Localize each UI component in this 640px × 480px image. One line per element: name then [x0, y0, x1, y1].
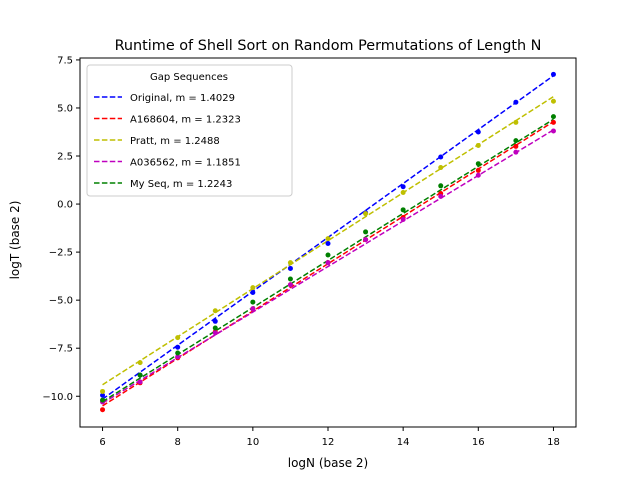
y-axis: −10.0 −7.5 −5.0 −2.5 0.0 2.5 5.0 7.5 [42, 55, 80, 403]
data-point [513, 149, 519, 155]
data-point [475, 161, 481, 167]
data-point [438, 165, 444, 171]
data-point [100, 407, 106, 413]
legend-entry-label: My Seq, m = 1.2243 [130, 179, 232, 190]
data-point [400, 216, 406, 222]
x-tick-label: 8 [175, 437, 181, 448]
x-tick-label: 14 [397, 437, 410, 448]
y-tick-label: −10.0 [42, 392, 73, 403]
data-point [325, 236, 331, 242]
y-tick-label: 7.5 [57, 55, 73, 66]
data-point [363, 211, 369, 217]
data-point [475, 167, 481, 173]
legend-box [86, 64, 293, 197]
x-tick-label: 12 [322, 437, 335, 448]
y-tick-label: −5.0 [49, 296, 73, 307]
data-point [363, 237, 369, 243]
x-tick-label: 16 [472, 437, 485, 448]
data-point [438, 183, 444, 189]
data-point [100, 392, 106, 398]
data-point [137, 360, 143, 366]
y-axis-label: logT (base 2) [8, 201, 22, 280]
y-tick-label: 2.5 [57, 152, 73, 163]
data-point [175, 354, 181, 360]
x-tick-label: 10 [246, 437, 259, 448]
x-tick-label: 6 [99, 437, 105, 448]
data-point [287, 282, 293, 288]
data-point [475, 129, 481, 135]
chart-title: Runtime of Shell Sort on Random Permutat… [115, 38, 542, 54]
data-point [513, 119, 519, 125]
x-axis-label: logN (base 2) [288, 456, 369, 470]
y-tick-label: 0.0 [57, 200, 73, 211]
data-point [550, 119, 556, 125]
data-point [513, 99, 519, 105]
y-tick-label: −7.5 [49, 344, 73, 355]
legend-entry-label: Original, m = 1.4029 [130, 93, 235, 104]
x-axis: 6 8 10 12 14 16 18 [99, 427, 560, 448]
legend: Gap Sequences Original, m = 1.4029 A168604… [86, 64, 293, 197]
data-point [325, 252, 331, 258]
data-point [550, 128, 556, 134]
data-point [513, 138, 519, 144]
data-point [550, 71, 556, 77]
legend-title: Gap Sequences [150, 72, 228, 83]
plot-area [100, 71, 556, 413]
data-point [325, 260, 331, 266]
data-point [250, 285, 256, 291]
x-tick-label: 18 [547, 437, 560, 448]
data-point [250, 306, 256, 312]
data-point [550, 114, 556, 120]
data-point [475, 172, 481, 178]
data-point [550, 98, 556, 104]
data-point [475, 142, 481, 148]
data-point [287, 260, 293, 266]
data-point [513, 143, 519, 149]
data-point [212, 308, 218, 314]
data-point [250, 289, 256, 295]
legend-entry-label: A168604, m = 1.2323 [130, 115, 241, 126]
data-point [438, 193, 444, 199]
data-point [212, 318, 218, 324]
data-point [137, 372, 143, 378]
data-point [212, 330, 218, 336]
data-point [212, 325, 218, 331]
data-point [137, 379, 143, 385]
data-point [400, 207, 406, 213]
data-point [325, 240, 331, 246]
data-point [100, 388, 106, 394]
data-point [250, 299, 256, 305]
data-point [175, 344, 181, 350]
data-point [363, 229, 369, 235]
data-point [287, 265, 293, 271]
legend-entry-label: Pratt, m = 1.2488 [130, 136, 220, 147]
data-point [400, 184, 406, 190]
y-tick-label: −2.5 [49, 248, 73, 259]
axes-frame [79, 57, 577, 428]
y-tick-label: 5.0 [57, 103, 73, 114]
data-point [287, 276, 293, 282]
legend-entry-label: A036562, m = 1.1851 [130, 158, 241, 169]
data-point [175, 335, 181, 341]
data-point [438, 154, 444, 160]
data-point [400, 190, 406, 196]
data-point [100, 397, 106, 403]
data-point [175, 350, 181, 356]
